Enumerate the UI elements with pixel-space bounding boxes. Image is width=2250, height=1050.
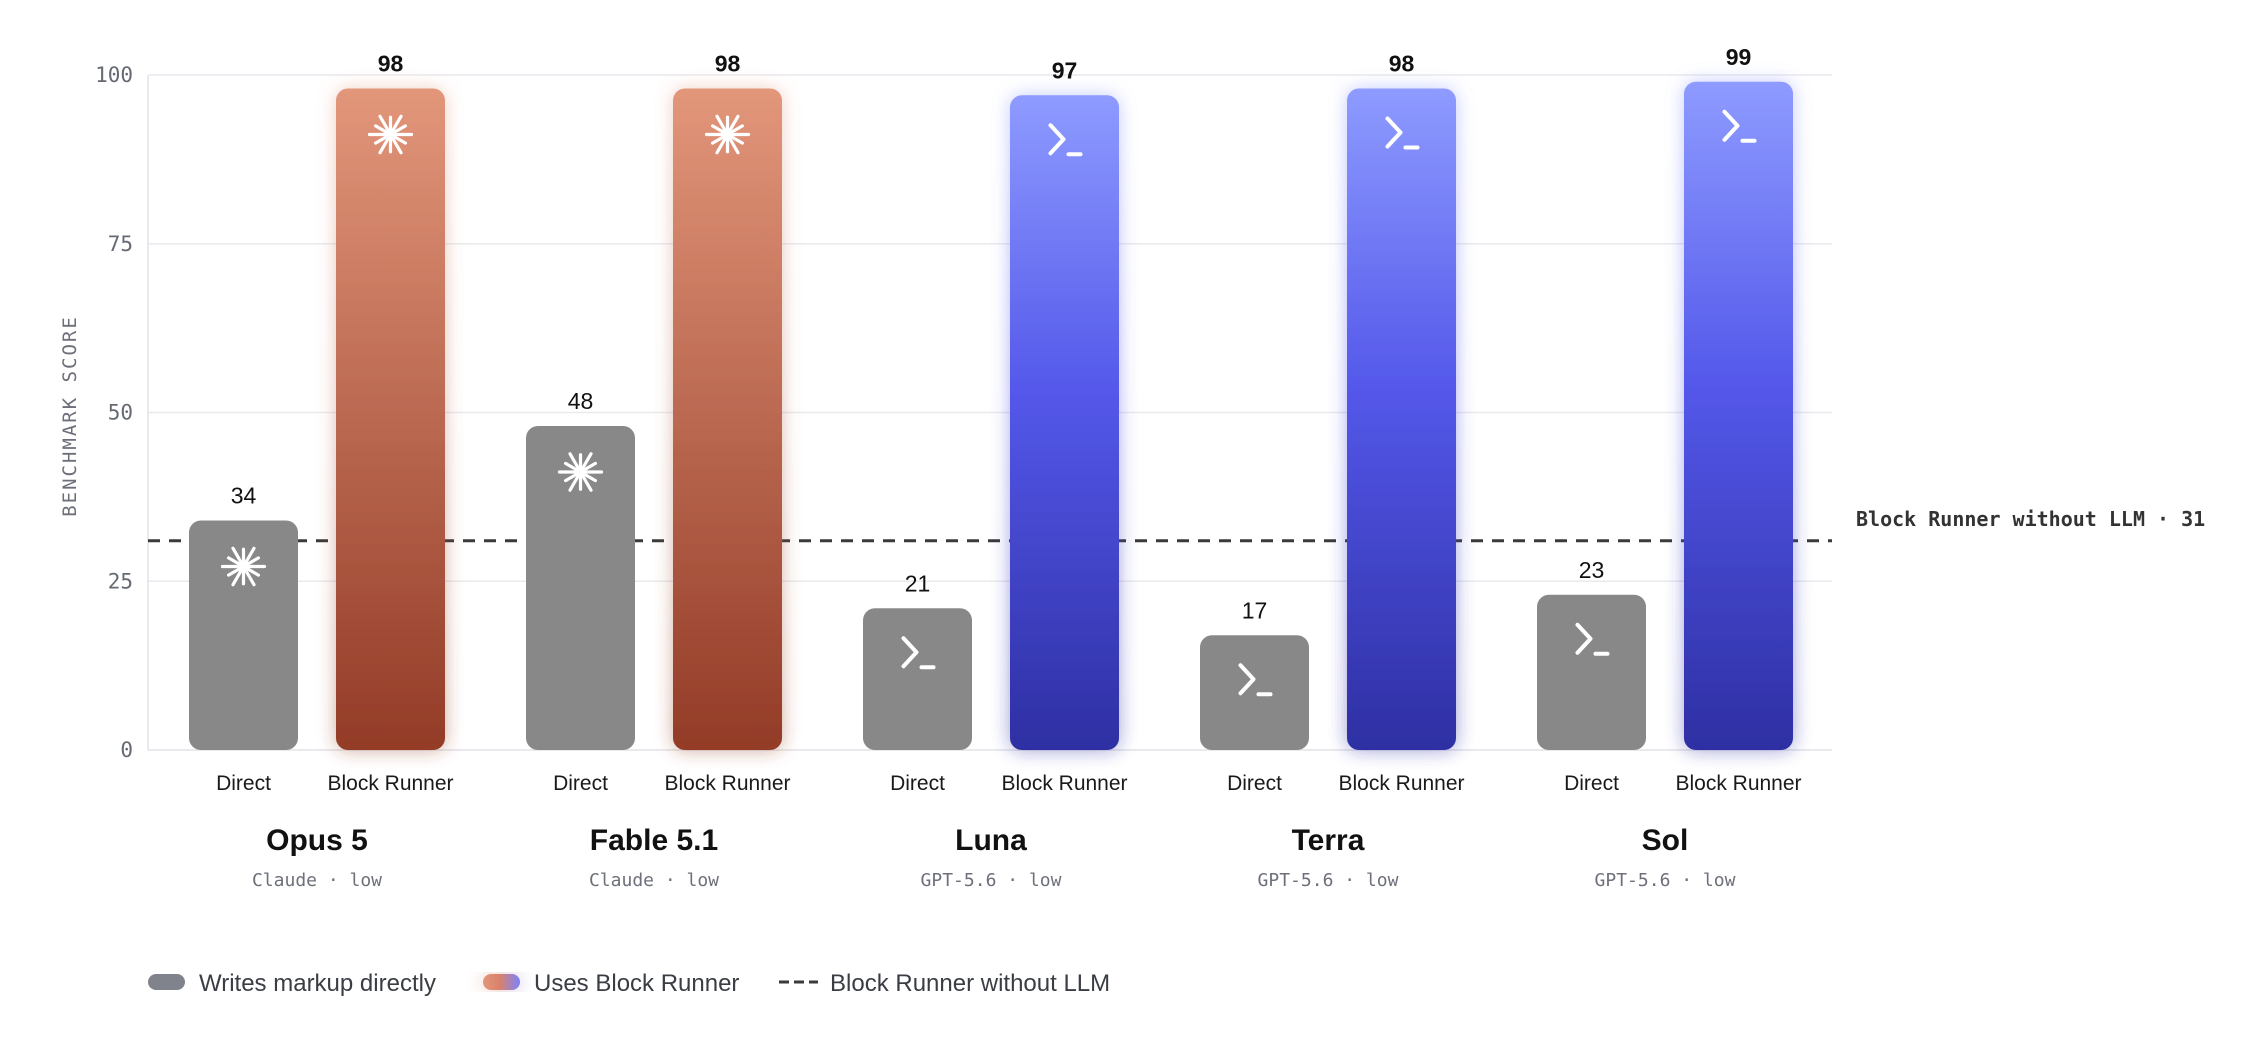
terminal-prompt-icon — [1722, 109, 1757, 143]
y-tick-label-100: 100 — [95, 63, 133, 87]
value-label-luna-direct: 21 — [905, 570, 931, 596]
reference-line-layer: Block Runner without LLM · 31 — [148, 507, 2205, 543]
y-tick-label-50: 50 — [108, 401, 133, 425]
group-title-fable-5-1: Fable 5.1 — [590, 824, 718, 857]
value-label-terra-direct: 17 — [1242, 597, 1268, 623]
bar-category-label: Block Runner — [1675, 772, 1801, 795]
legend-swatch-direct — [148, 974, 185, 990]
group-subtitle-sol: GPT-5.6 · low — [1595, 870, 1736, 891]
asterisk-burst-icon — [704, 114, 751, 155]
bar-category-label: Direct — [890, 772, 945, 795]
terminal-prompt-icon — [1048, 123, 1083, 157]
bar-category-label: Direct — [216, 772, 271, 795]
group-subtitle-luna: GPT-5.6 · low — [921, 870, 1062, 891]
bar-sol-direct — [1537, 594, 1646, 750]
bar-category-label: Block Runner — [327, 772, 453, 795]
bar-fable-5-1-direct — [526, 426, 635, 750]
value-label-opus-5-block-runner: 98 — [378, 51, 404, 77]
value-label-fable-5-1-direct: 48 — [568, 388, 594, 414]
y-tick-label-0: 0 — [120, 738, 133, 762]
bar-category-label: Direct — [1227, 772, 1282, 795]
terminal-prompt-icon — [901, 636, 936, 670]
terminal-prompt-icon — [1575, 622, 1610, 656]
labels-layer: 34 Direct 98 Block Runner Opus 5 Claude · low… — [216, 44, 1801, 891]
bar-category-label: Block Runner — [1001, 772, 1127, 795]
bar-category-label: Block Runner — [664, 772, 790, 795]
group-subtitle-fable-5-1: Claude · low — [589, 870, 719, 891]
bar-category-label: Direct — [1564, 772, 1619, 795]
bar-luna-direct — [863, 608, 972, 750]
terminal-prompt-icon — [1238, 663, 1273, 697]
value-label-opus-5-direct: 34 — [231, 483, 257, 509]
value-label-fable-5-1-block-runner: 98 — [715, 51, 741, 77]
legend-label-direct: Writes markup directly — [199, 970, 436, 997]
legend-label-block-runner: Uses Block Runner — [534, 970, 739, 997]
group-title-sol: Sol — [1642, 824, 1689, 857]
terminal-prompt-icon — [1385, 116, 1420, 150]
group-title-luna: Luna — [955, 824, 1027, 857]
value-label-luna-block-runner: 97 — [1052, 57, 1078, 83]
asterisk-burst-icon — [367, 114, 414, 155]
group-title-opus-5: Opus 5 — [266, 824, 368, 857]
bars-layer — [189, 81, 1793, 750]
value-label-sol-direct: 23 — [1579, 557, 1605, 583]
value-label-terra-block-runner: 98 — [1389, 51, 1415, 77]
bar-fable-5-1-block-runner — [673, 88, 782, 750]
bar-luna-block-runner — [1010, 95, 1119, 750]
group-subtitle-terra: GPT-5.6 · low — [1258, 870, 1399, 891]
asterisk-burst-icon — [220, 546, 267, 587]
legend-label-baseline: Block Runner without LLM — [830, 970, 1110, 997]
value-label-sol-block-runner: 99 — [1726, 44, 1752, 70]
bar-opus-5-direct — [189, 520, 298, 750]
y-axis-label: BENCHMARK SCORE — [59, 315, 81, 517]
bar-opus-5-block-runner — [336, 88, 445, 750]
bar-category-label: Block Runner — [1338, 772, 1464, 795]
bar-category-label: Direct — [553, 772, 608, 795]
asterisk-burst-icon — [557, 452, 604, 492]
bar-terra-block-runner — [1347, 88, 1456, 750]
bar-sol-block-runner — [1684, 81, 1793, 750]
group-title-terra: Terra — [1292, 824, 1365, 857]
bar-terra-direct — [1200, 635, 1309, 750]
y-tick-label-25: 25 — [108, 569, 133, 593]
legend-swatch-block-runner — [483, 974, 520, 990]
y-tick-label-75: 75 — [108, 232, 133, 256]
legend: Writes markup directly Uses Block Runner B… — [148, 970, 1110, 997]
reference-line-label: Block Runner without LLM · 31 — [1856, 507, 2205, 531]
group-subtitle-opus-5: Claude · low — [252, 870, 382, 891]
